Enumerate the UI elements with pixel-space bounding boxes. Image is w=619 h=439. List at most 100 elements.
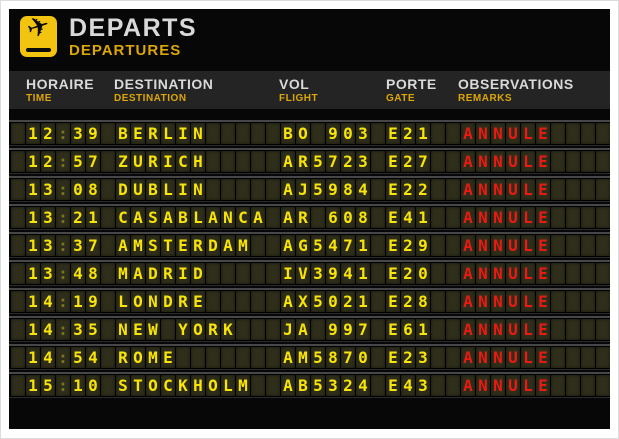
- flap-cell: [101, 319, 115, 340]
- flap-cell: [551, 291, 565, 312]
- flap-cell: Y: [176, 319, 190, 340]
- flap-cell: [251, 375, 265, 396]
- column-sublabel: REMARKS: [458, 93, 513, 104]
- flap-cell: E: [386, 179, 400, 200]
- flap-cell: M: [146, 347, 160, 368]
- flap-cell: 5: [311, 375, 325, 396]
- flap-cell: A: [461, 319, 475, 340]
- flap-cell: O: [131, 347, 145, 368]
- flap-cell: 3: [356, 123, 370, 144]
- page-subtitle: DEPARTURES: [69, 42, 182, 59]
- flap-cell: 9: [326, 263, 340, 284]
- flap-cell: 2: [341, 151, 355, 172]
- flap-cell: B: [281, 123, 295, 144]
- flap-cell: [11, 291, 25, 312]
- flap-cell: L: [521, 347, 535, 368]
- flap-cell: N: [491, 375, 505, 396]
- flap-cell: I: [176, 263, 190, 284]
- flap-cell: 4: [41, 291, 55, 312]
- flap-cell: L: [521, 263, 535, 284]
- flap-cell: A: [206, 207, 220, 228]
- flap-cell: [566, 263, 580, 284]
- flap-cell: U: [506, 319, 520, 340]
- flap-cell: [251, 263, 265, 284]
- flap-cell: A: [116, 235, 130, 256]
- flap-cell: D: [146, 263, 160, 284]
- flap-cell: S: [116, 375, 130, 396]
- flap-cell: T: [161, 235, 175, 256]
- flap-cell: [431, 319, 445, 340]
- flap-cell: 2: [341, 375, 355, 396]
- airplane-departure-icon: ✈: [20, 16, 57, 57]
- flap-cell: [581, 347, 595, 368]
- flap-cell: 4: [341, 263, 355, 284]
- flap-cell: [371, 291, 385, 312]
- flap-cell: A: [461, 151, 475, 172]
- flap-cell: U: [506, 263, 520, 284]
- flap-cell: [251, 347, 265, 368]
- flap-cell: [266, 263, 280, 284]
- flap-cell: [176, 347, 190, 368]
- flap-cell: L: [521, 235, 535, 256]
- flap-cell: 4: [71, 263, 85, 284]
- flap-cell: 1: [26, 319, 40, 340]
- flap-cell: [11, 347, 25, 368]
- flap-cell: [101, 263, 115, 284]
- flap-cell: N: [491, 207, 505, 228]
- column-header-remarks: OBSERVATIONS REMARKS: [458, 76, 574, 105]
- flap-cell: 3: [416, 375, 430, 396]
- flap-cell: L: [521, 123, 535, 144]
- flap-cell: [266, 319, 280, 340]
- flap-cell: L: [521, 151, 535, 172]
- flap-cell: N: [476, 235, 490, 256]
- flap-cell: [446, 347, 460, 368]
- flap-cell: 1: [26, 291, 40, 312]
- flap-cell: [236, 151, 250, 172]
- flap-cell: 8: [326, 347, 340, 368]
- flap-cell: G: [296, 235, 310, 256]
- flap-cell: I: [176, 179, 190, 200]
- column-label: DESTINATION: [114, 76, 214, 92]
- flap-cell: 8: [356, 207, 370, 228]
- flap-cell: E: [386, 291, 400, 312]
- flap-cell: I: [281, 263, 295, 284]
- flap-cell: [101, 151, 115, 172]
- flap-cell: N: [491, 123, 505, 144]
- flap-cell: S: [146, 207, 160, 228]
- flap-cell: [431, 179, 445, 200]
- flap-cell: 4: [401, 375, 415, 396]
- flap-cell: R: [146, 151, 160, 172]
- flap-cell: B: [296, 375, 310, 396]
- flap-cell: 3: [71, 235, 85, 256]
- flap-cell: U: [506, 151, 520, 172]
- column-label: OBSERVATIONS: [458, 76, 574, 92]
- flap-cell: L: [521, 207, 535, 228]
- flap-cell: 9: [326, 123, 340, 144]
- flap-cell: [11, 319, 25, 340]
- flap-cell: [11, 207, 25, 228]
- flap-cell: 9: [416, 235, 430, 256]
- flap-cell: E: [536, 123, 550, 144]
- flap-cell: 4: [326, 235, 340, 256]
- flap-cell: [566, 291, 580, 312]
- flap-cell: N: [191, 123, 205, 144]
- flap-cell: B: [146, 179, 160, 200]
- flap-cell: [251, 151, 265, 172]
- flap-cell: A: [281, 375, 295, 396]
- flap-cell: [266, 291, 280, 312]
- flap-cell: U: [506, 347, 520, 368]
- flap-cell: [311, 207, 325, 228]
- flap-cell: A: [251, 207, 265, 228]
- flap-cell: E: [536, 347, 550, 368]
- flap-cell: [566, 207, 580, 228]
- flap-cell: C: [176, 151, 190, 172]
- flap-cell: K: [176, 375, 190, 396]
- flap-cell: 5: [311, 291, 325, 312]
- flap-cell: [221, 179, 235, 200]
- flap-cell: 1: [26, 123, 40, 144]
- flap-cell: N: [476, 319, 490, 340]
- flap-cell: [566, 151, 580, 172]
- flap-cell: [11, 179, 25, 200]
